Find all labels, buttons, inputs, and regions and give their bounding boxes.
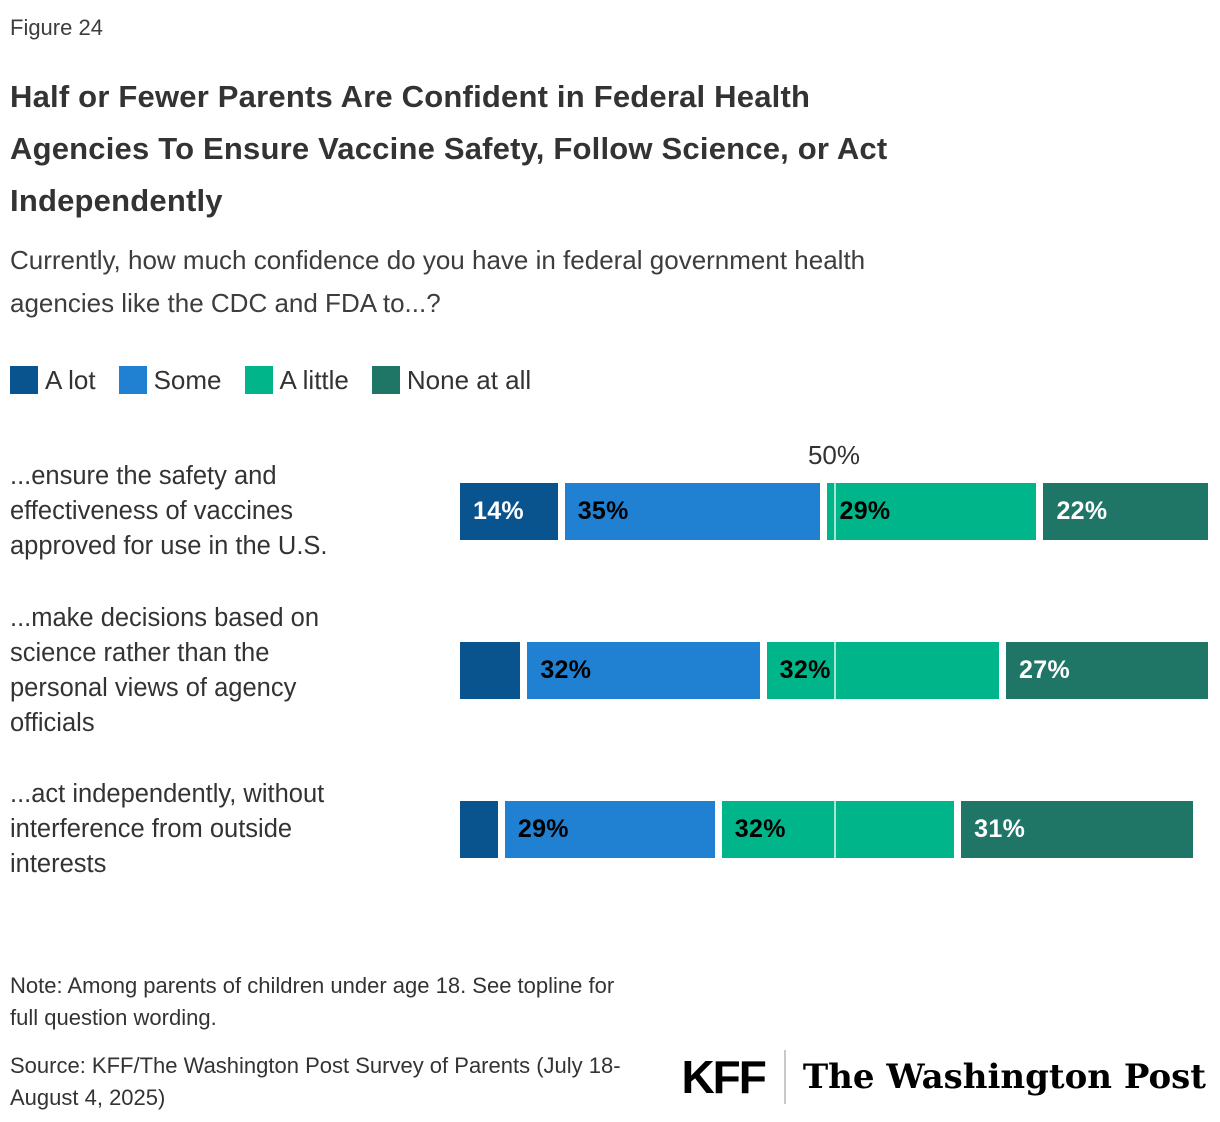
row-label: ...act independently, without interferen… <box>10 780 325 878</box>
legend-swatch-icon <box>371 366 400 394</box>
bar-value-label: 31% <box>974 815 1026 843</box>
row-label: ...make decisions based on science rathe… <box>10 603 320 737</box>
bar-value-label: 35% <box>577 497 629 525</box>
kff-logo: KFF <box>681 1051 766 1103</box>
bar-segment-a-lot <box>460 642 521 699</box>
row-label: ...ensure the safety and effectiveness o… <box>10 462 328 560</box>
legend-label: A lot <box>45 364 96 395</box>
gridline-50pct <box>834 483 836 540</box>
legend-label: None at all <box>406 364 532 395</box>
gridline-50pct <box>834 801 836 858</box>
chart-rows: ...ensure the safety and effectiveness o… <box>10 432 1208 909</box>
chart-title: Half or Fewer Parents Are Confident in F… <box>10 79 888 218</box>
washington-post-logo: The Washington Post <box>802 1057 1206 1097</box>
bar-segment-some: 35% <box>564 483 820 540</box>
bar-segment-none-at-all: 27% <box>1006 642 1208 699</box>
legend-item-some: Some <box>118 364 222 396</box>
bar-track: 29% 32% 31% <box>460 801 1208 858</box>
stacked-bar-chart: 50% ...ensure the safety and effectivene… <box>10 432 1208 909</box>
gridline-50pct <box>834 642 836 699</box>
bar-value-label: 27% <box>1019 656 1070 684</box>
legend-swatch-icon <box>118 366 147 394</box>
bar-segment-a-little: 32% <box>721 801 955 858</box>
bar-segment-none-at-all: 31% <box>961 801 1194 858</box>
logo-separator <box>783 1050 786 1104</box>
legend-swatch-icon <box>10 366 38 394</box>
legend-label: A little <box>279 364 349 395</box>
figure-label: Figure 24 <box>10 15 103 40</box>
legend-item-a-lot: A lot <box>10 365 96 396</box>
bar-value-label: 22% <box>1056 497 1108 525</box>
chart-row: ...ensure the safety and effectiveness o… <box>10 432 1208 591</box>
chart-row: ...act independently, without interferen… <box>10 750 1208 909</box>
legend-swatch-icon <box>244 366 273 394</box>
bar-value-label: 29% <box>839 497 891 525</box>
bar-value-label: 32% <box>734 815 786 843</box>
bar-value-label: 32% <box>779 656 831 684</box>
bar-segment-none-at-all: 22% <box>1043 483 1208 540</box>
bar-segment-a-little: 32% <box>766 642 1000 699</box>
bar-segment-some: 32% <box>527 642 760 699</box>
legend-label: Some <box>153 364 222 395</box>
note-text: Note: Among parents of children under ag… <box>10 973 615 1030</box>
bar-track: 32% 32% 27% <box>460 642 1208 699</box>
footer: Note: Among parents of children under ag… <box>10 970 1208 1114</box>
legend-item-none-at-all: None at all <box>371 364 532 396</box>
bar-segment-a-lot <box>460 801 498 858</box>
bar-value-label: 32% <box>540 656 592 684</box>
logo-block: KFF The Washington Post <box>681 1050 1206 1104</box>
legend-item-a-little: A little <box>244 364 349 396</box>
bar-segment-a-little: 29% <box>826 483 1037 540</box>
source-text: Source: KFF/The Washington Post Survey o… <box>10 1053 621 1110</box>
bar-segment-a-lot: 14% <box>460 483 558 540</box>
bar-track: 14% 35% 29% 22% <box>460 483 1208 540</box>
chart-subtitle: Currently, how much confidence do you ha… <box>10 245 866 318</box>
chart-row: ...make decisions based on science rathe… <box>10 591 1208 750</box>
bar-value-label: 29% <box>517 815 569 843</box>
bar-value-label: 14% <box>473 497 524 525</box>
axis-label-50pct: 50% <box>807 440 861 470</box>
bar-segment-some: 29% <box>504 801 715 858</box>
legend: A lot Some A little None at all <box>10 365 1208 395</box>
